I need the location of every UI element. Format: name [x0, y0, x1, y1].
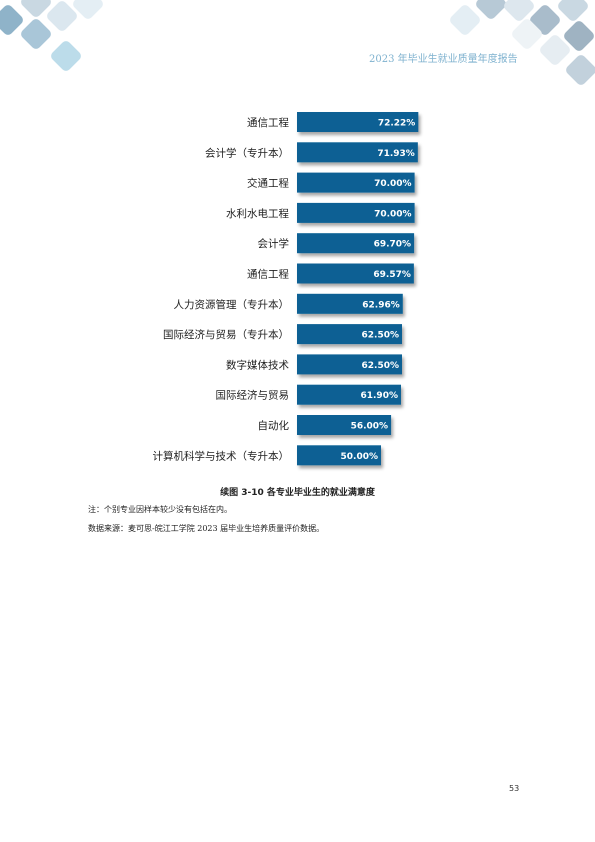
bar-value-label: 69.57% [373, 270, 411, 280]
bar-value-label: 69.70% [374, 240, 412, 250]
bar-1 [297, 142, 418, 163]
category-label: 通信工程 [247, 269, 289, 281]
bar-value-label: 62.96% [362, 300, 400, 310]
bar-value-label: 72.22% [378, 119, 416, 129]
bar-2 [297, 172, 415, 193]
satisfaction-bar-chart: 72.22% 通信工程 71.93% 会计学（专升本） 70.00% 交通工程 70.00%… [153, 112, 419, 466]
bar-value-label: 62.50% [362, 331, 400, 341]
bar-9 [297, 384, 401, 405]
category-label: 国际经济与贸易 [216, 389, 290, 402]
category-label: 通信工程 [247, 117, 289, 129]
bar-value-label: 56.00% [351, 422, 389, 432]
category-label: 国际经济与贸易（专升本） [163, 328, 289, 341]
bar-value-label: 70.00% [374, 179, 412, 189]
bar-3 [297, 202, 415, 223]
chart-caption: 续图 3-10 各专业毕业生的就业满意度 [220, 488, 375, 498]
category-label: 会计学 [258, 237, 290, 250]
data-source-note: 数据来源：麦可思-皖江工学院 2023 届毕业生培养质量评价数据。 [88, 524, 325, 533]
bar-7 [297, 324, 402, 345]
category-label: 数字媒体技术 [226, 358, 289, 371]
report-header-title: 2023 年毕业生就业质量年度报告 [369, 54, 518, 65]
category-label: 计算机科学与技术（专升本） [153, 449, 290, 462]
bar-value-label: 70.00% [374, 209, 412, 219]
bar-4 [297, 233, 415, 254]
bar-value-label: 62.50% [362, 361, 400, 371]
bar-8 [297, 354, 402, 375]
bar-value-label: 50.00% [341, 452, 379, 462]
bar-5 [297, 263, 414, 284]
bar-6 [297, 293, 403, 314]
bar-11 [297, 445, 381, 466]
bar-0 [297, 112, 419, 132]
corner-decoration-left [0, 0, 110, 90]
bar-value-label: 61.90% [360, 391, 398, 401]
bar-10 [297, 415, 392, 435]
category-label: 人力资源管理（专升本） [174, 298, 290, 311]
page-number: 53 [509, 784, 520, 793]
category-label: 自动化 [258, 419, 290, 432]
bar-value-label: 71.93% [377, 149, 415, 159]
category-label: 水利水电工程 [226, 207, 289, 220]
category-label: 交通工程 [247, 177, 289, 190]
chart-note: 注：个别专业因样本较少没有包括在内。 [88, 505, 232, 514]
category-label: 会计学（专升本） [205, 146, 289, 159]
